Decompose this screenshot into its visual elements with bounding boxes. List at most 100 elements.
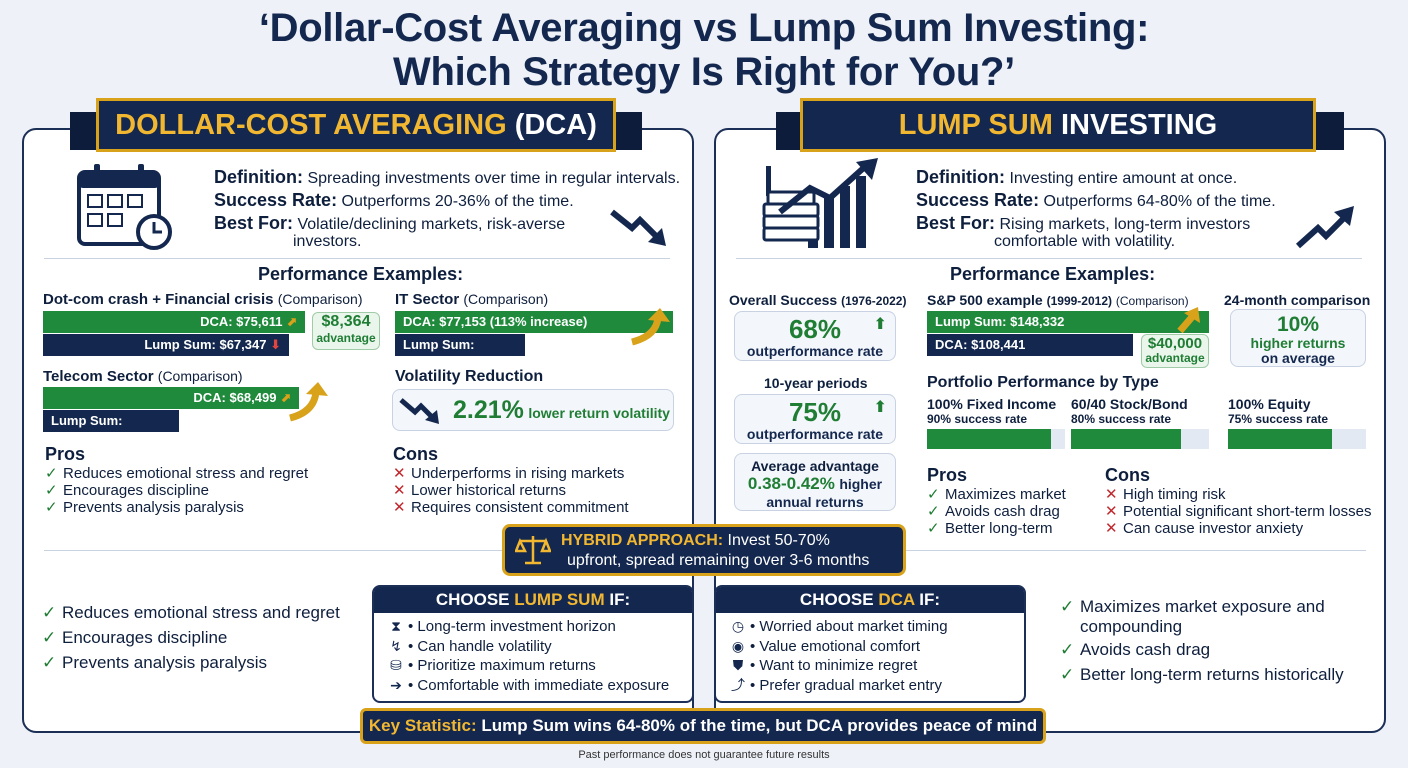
- ls-performance-title: Performance Examples:: [950, 264, 1156, 284]
- divider: [906, 550, 1366, 551]
- list-item: ✓ Encourages discipline: [45, 482, 209, 499]
- dca-ex2-title: IT Sector (Comparison): [395, 291, 549, 308]
- ls-10yr-label: outperformance rate: [746, 426, 884, 442]
- volatility-arrow-icon: ↯: [390, 637, 402, 654]
- dca-definition: Definition: Spreading investments over t…: [214, 167, 681, 187]
- dca-best-for-cont: investors.: [293, 233, 362, 250]
- up-trend-icon: [1294, 204, 1358, 255]
- ptype-rate: 75% success rate: [1228, 412, 1329, 426]
- arrow-right-icon: ➔: [390, 676, 402, 693]
- dca-ex2-dca-bar: DCA: $77,153 (113% increase): [395, 311, 673, 333]
- ls-best-for-cont: comfortable with volatility.: [994, 233, 1176, 250]
- dca-volatility-title: Volatility Reduction: [395, 368, 544, 385]
- list-item: ✓ Reduces emotional stress and regret: [42, 603, 340, 622]
- clock-question-icon: ◷: [731, 618, 745, 634]
- dca-volatility-value: 2.21%: [453, 396, 524, 424]
- hybrid-approach-banner: HYBRID APPROACH: Invest 50-70% upfront, …: [502, 524, 906, 576]
- dca-volatility-label: lower return volatility: [528, 405, 670, 421]
- dca-ex3-title: Telecom Sector (Comparison): [43, 368, 243, 385]
- divider: [44, 550, 504, 551]
- list-item: ✕ Can cause investor anxiety: [1105, 520, 1304, 537]
- choose-dca-box: CHOOSE DCA IF: ◷ • Worried about market t…: [714, 585, 1026, 703]
- title-line-1: ‘Dollar-Cost Averaging vs Lump Sum Inves…: [258, 6, 1150, 50]
- dca-ribbon-abbr: (DCA): [514, 109, 597, 141]
- dca-ex1-title: Dot-com crash + Financial crisis (Compar…: [43, 291, 363, 308]
- ls-sp-ls-bar: Lump Sum: $148,332: [927, 311, 1209, 333]
- list-item: ◷ • Worried about market timing: [726, 617, 1024, 637]
- dca-cons-title: Cons: [393, 444, 438, 464]
- ptype-bar-fill: [1228, 429, 1332, 449]
- up-arrow-gold-icon: [286, 380, 330, 427]
- ls-pros-title: Pros: [927, 465, 968, 485]
- choose-dca-list: ◷ • Worried about market timing ◉ • Value e…: [716, 613, 1024, 695]
- up-arrow-gold-icon: [628, 306, 672, 351]
- choose-lump-sum-header: CHOOSE LUMP SUM IF:: [374, 587, 692, 613]
- list-item: ➔ • Comfortable with immediate exposure: [384, 676, 692, 696]
- list-item: ◉ • Value emotional comfort: [726, 637, 1024, 657]
- list-item: ✓ Maximizes market: [927, 486, 1066, 503]
- ptype-bar-fill: [1071, 429, 1181, 449]
- key-stat-label: Key Statistic:: [368, 716, 477, 735]
- list-item: ✓ Reduces emotional stress and regret: [45, 465, 309, 482]
- brain-icon: ◉: [731, 637, 745, 654]
- ls-10yr-title: 10-year periods: [764, 375, 868, 391]
- key-statistic-banner: Key Statistic: Lump Sum wins 64-80% of t…: [360, 708, 1046, 744]
- page-title: ‘Dollar-Cost Averaging vs Lump Sum Inves…: [0, 6, 1408, 94]
- dca-pros-title: Pros: [45, 444, 86, 464]
- list-item: ✓ Avoids cash drag: [927, 503, 1060, 520]
- dca-ex3-dca-bar: DCA: $68,499 ⬈: [43, 387, 299, 409]
- ls-avg-value: 0.38-0.42%: [747, 474, 835, 493]
- list-item: ✓ Avoids cash drag: [1060, 640, 1211, 659]
- ptype-name: 100% Equity: [1228, 396, 1311, 412]
- hourglass-icon: ⧗: [391, 618, 401, 634]
- dca-bottom-list: ✓ Reduces emotional stress and regret ✓ En…: [42, 600, 340, 675]
- hybrid-label: HYBRID APPROACH:: [561, 532, 724, 549]
- list-item: ✓ Prevents analysis paralysis: [42, 653, 268, 672]
- ptype-bar: [1228, 429, 1366, 449]
- ls-avg-label1: higher: [839, 476, 883, 492]
- list-item: ✕ Underperforms in rising markets: [393, 465, 625, 482]
- calendar-icon: [76, 162, 176, 257]
- list-item: ✕ Potential significant short-term losses: [1105, 503, 1372, 520]
- money-growth-icon: [760, 158, 884, 257]
- ls-overall-label: outperformance rate: [746, 343, 884, 359]
- dca-pros-list: ✓ Reduces emotional stress and regret ✓ En…: [45, 465, 308, 516]
- ls-bottom-list: ✓ Maximizes market exposure and compoundi…: [1060, 597, 1344, 684]
- ls-cons-title: Cons: [1105, 465, 1150, 485]
- dca-ex2-ls-bar: Lump Sum: $56,144: [395, 334, 525, 374]
- ls-cons-list: ✕ High timing risk ✕ Potential significant…: [1105, 486, 1371, 537]
- list-item: ⛊ • Want to minimize regret: [726, 656, 1024, 676]
- ls-sp-title: S&P 500 example (1999-2012) (Comparison): [927, 292, 1189, 308]
- list-item: ✓ Prevents analysis paralysis: [45, 499, 244, 516]
- hybrid-text-2: upfront, spread remaining over 3-6 month…: [567, 552, 870, 569]
- ls-sp-dca-bar: DCA: $108,441: [927, 334, 1133, 356]
- up-arrow-gold-icon: [1176, 305, 1206, 338]
- ls-24m-label2: on average: [1261, 350, 1335, 366]
- dca-performance-title: Performance Examples:: [258, 264, 464, 284]
- ptype-bar: [927, 429, 1065, 449]
- ls-best-for: Best For: Rising markets, long-term inve…: [916, 213, 1251, 233]
- ls-overall-value: 68%: [788, 314, 842, 344]
- ls-10yr-value: 75%: [788, 397, 842, 427]
- list-item: ⛁ • Prioritize maximum returns: [384, 656, 692, 676]
- up-arrow-icon: ⬆: [873, 399, 887, 416]
- ls-10yr-box: 75% outperformance rate ⬆: [734, 394, 896, 444]
- list-item: ✕ Lower historical returns: [393, 482, 567, 499]
- scale-icon: [514, 533, 552, 572]
- ls-sp-advantage-badge: $40,000 advantage: [1141, 334, 1209, 368]
- ptype-bar: [1071, 429, 1209, 449]
- dca-ex1-dca-bar: DCA: $75,611 ⬈: [43, 311, 305, 333]
- ls-overall-box: 68% outperformance rate ⬆: [734, 311, 896, 361]
- list-item: ⧗ • Long-term investment horizon: [384, 617, 692, 637]
- list-item: ⤴ • Prefer gradual market entry: [726, 676, 1024, 696]
- ls-24m-label1: higher returns: [1250, 335, 1346, 351]
- ls-24m-title: 24-month comparison: [1224, 292, 1371, 308]
- ls-avg-title: Average advantage: [751, 458, 879, 474]
- shield-icon: ⛊: [732, 657, 744, 673]
- dca-ex1-ls-bar: Lump Sum: $67,347 ⬇: [43, 334, 289, 356]
- ptype-rate: 90% success rate: [927, 412, 1028, 426]
- coins-icon: ⛁: [390, 657, 402, 673]
- ls-pros-list: ✓ Maximizes market ✓ Avoids cash drag ✓ Bet…: [927, 486, 1066, 537]
- ls-24m-value: 10%: [1276, 313, 1320, 336]
- list-item: ✓ Better long-term returns historically: [1060, 665, 1344, 684]
